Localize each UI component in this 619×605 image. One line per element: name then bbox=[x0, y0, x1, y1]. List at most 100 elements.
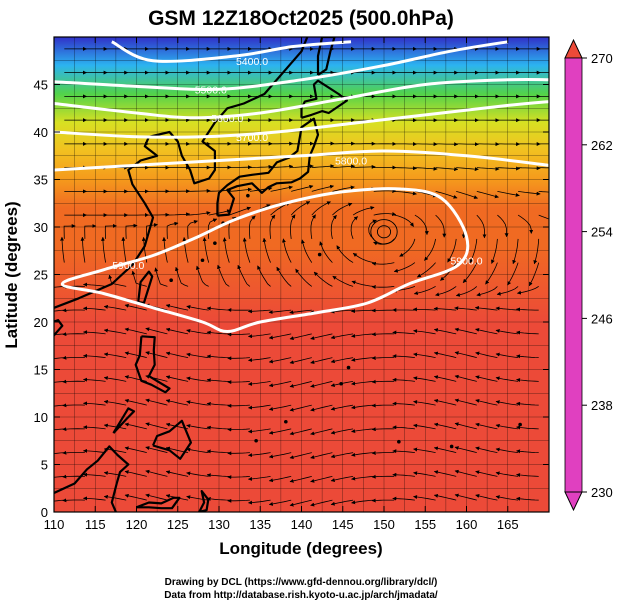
x-tick-label: 140 bbox=[291, 517, 313, 532]
island-marker bbox=[397, 439, 401, 444]
streamline-arrow bbox=[414, 166, 438, 171]
streamline-arrow bbox=[248, 404, 271, 410]
streamline-arrow bbox=[186, 471, 209, 477]
streamline-arrow bbox=[248, 333, 271, 339]
streamline-arrow bbox=[394, 191, 417, 196]
streamline-arrow bbox=[392, 354, 415, 359]
streamline-arrow bbox=[186, 495, 209, 501]
streamline-arrow bbox=[289, 428, 312, 436]
contour-5800.0 bbox=[54, 149, 549, 172]
island-marker bbox=[169, 278, 173, 283]
streamline-arrow bbox=[54, 428, 65, 431]
streamline-arrow bbox=[60, 236, 65, 263]
streamline-arrow bbox=[186, 376, 209, 382]
streamline-arrow bbox=[83, 353, 106, 358]
streamline-arrow bbox=[330, 333, 354, 340]
streamline-arrow bbox=[371, 261, 395, 266]
streamline-arrow bbox=[165, 351, 189, 358]
streamline-arrow bbox=[268, 333, 292, 340]
streamline-arrow bbox=[103, 399, 127, 406]
streamline-arrow bbox=[54, 357, 65, 360]
streamline-arrow bbox=[124, 327, 147, 335]
streamline-arrow bbox=[413, 329, 436, 335]
streamline-arrow bbox=[330, 214, 337, 239]
streamline-arrow bbox=[289, 404, 312, 412]
streamline-arrow bbox=[330, 452, 354, 459]
streamline-arrow bbox=[371, 498, 395, 503]
streamline-arrow bbox=[186, 447, 209, 453]
streamline-arrow bbox=[495, 471, 519, 477]
anticyclone-ring bbox=[376, 225, 392, 239]
streamline-arrow bbox=[399, 238, 416, 257]
streamline-arrow bbox=[462, 262, 478, 283]
colorbar-tick-label: 270 bbox=[591, 51, 613, 66]
streamline-arrow bbox=[270, 164, 294, 169]
streamline-arrow bbox=[103, 376, 127, 382]
streamline-arrow bbox=[433, 398, 457, 406]
streamline-arrow bbox=[268, 309, 292, 315]
streamline-arrow bbox=[475, 399, 498, 406]
streamline-arrow bbox=[475, 470, 498, 477]
streamline-arrow bbox=[392, 449, 415, 454]
streamline-arrow bbox=[516, 473, 539, 477]
streamline-arrow bbox=[310, 428, 333, 436]
contour-5500.0 bbox=[54, 40, 509, 92]
streamline-arrow bbox=[476, 286, 498, 297]
streamline-arrow bbox=[495, 423, 519, 430]
streamline-arrow bbox=[103, 352, 127, 358]
streamline-arrow bbox=[54, 452, 65, 455]
streamline-arrow bbox=[495, 376, 519, 382]
streamline-arrow bbox=[454, 374, 477, 382]
colorbar-tick-label: 246 bbox=[591, 311, 613, 326]
streamline-arrow bbox=[249, 215, 256, 239]
streamline-arrow bbox=[54, 404, 65, 407]
streamline-arrow bbox=[84, 224, 97, 239]
streamline-arrow bbox=[167, 212, 191, 217]
streamline-arrow bbox=[62, 379, 85, 384]
streamline-arrow bbox=[206, 473, 230, 478]
streamline-arrow bbox=[165, 375, 189, 382]
streamline-arrow bbox=[495, 329, 519, 335]
streamline-arrow bbox=[206, 496, 230, 501]
streamline-arrow bbox=[166, 221, 179, 239]
y-tick-label: 10 bbox=[34, 410, 48, 425]
streamline-arrow bbox=[248, 428, 271, 434]
colorbar-tick-label: 254 bbox=[591, 225, 613, 240]
island-marker bbox=[317, 252, 322, 257]
streamline-arrow bbox=[512, 238, 519, 265]
island-marker bbox=[449, 444, 454, 449]
streamline-arrow bbox=[351, 333, 374, 338]
streamline-arrow bbox=[485, 262, 498, 285]
streamline-arrow bbox=[311, 184, 334, 192]
streamline-arrow bbox=[208, 209, 231, 216]
streamline-arrow bbox=[268, 404, 292, 411]
y-axis-ticks: 0 5 10 15 20 25 30 35 40 45 bbox=[34, 78, 549, 520]
streamline-arrow bbox=[301, 239, 313, 263]
anticyclone-ring bbox=[370, 219, 398, 245]
coastline-hainan bbox=[54, 319, 64, 337]
streamline-arrow bbox=[103, 304, 127, 311]
streamline-arrow bbox=[83, 448, 106, 453]
streamline-arrow bbox=[413, 376, 436, 382]
contour-label: 5900.0 bbox=[112, 260, 144, 272]
x-tick-label: 165 bbox=[497, 517, 519, 532]
y-tick-label: 40 bbox=[34, 125, 48, 140]
streamline-arrow bbox=[83, 425, 106, 430]
coastline-halmahera bbox=[198, 490, 210, 512]
streamline-arrow bbox=[319, 241, 333, 263]
x-tick-label: 155 bbox=[414, 517, 436, 532]
streamline-arrow bbox=[497, 166, 521, 171]
streamline-arrow bbox=[433, 351, 457, 358]
contour-label: 5700.0 bbox=[236, 132, 268, 144]
streamline-arrow bbox=[62, 403, 85, 408]
streamline-arrow bbox=[121, 236, 127, 263]
contour-label: 5800.0 bbox=[335, 156, 367, 168]
streamline-arrow bbox=[351, 476, 374, 481]
y-tick-label: 20 bbox=[34, 315, 48, 330]
streamline-arrow bbox=[249, 164, 273, 169]
streamline-arrow bbox=[351, 280, 374, 287]
streamline-arrow bbox=[310, 214, 316, 239]
streamline-arrow bbox=[310, 499, 333, 507]
streamline-arrow bbox=[454, 398, 477, 406]
streamline-arrow bbox=[371, 308, 395, 313]
